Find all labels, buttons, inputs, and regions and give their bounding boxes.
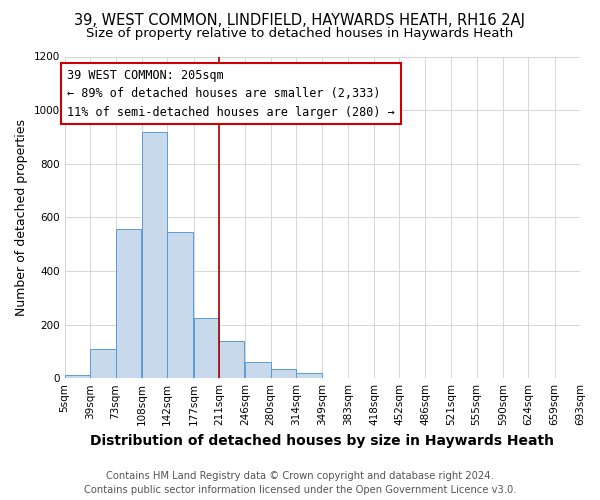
Bar [245, 362, 271, 378]
Text: 39, WEST COMMON, LINDFIELD, HAYWARDS HEATH, RH16 2AJ: 39, WEST COMMON, LINDFIELD, HAYWARDS HEA… [74, 12, 526, 28]
Bar [90, 348, 116, 378]
Bar [116, 230, 141, 378]
Y-axis label: Number of detached properties: Number of detached properties [15, 119, 28, 316]
Text: 39 WEST COMMON: 205sqm
← 89% of detached houses are smaller (2,333)
11% of semi-: 39 WEST COMMON: 205sqm ← 89% of detached… [67, 68, 395, 118]
Bar [271, 369, 296, 378]
Bar [193, 318, 219, 378]
Text: Contains HM Land Registry data © Crown copyright and database right 2024.
Contai: Contains HM Land Registry data © Crown c… [84, 471, 516, 495]
Bar [296, 373, 322, 378]
Bar [142, 132, 167, 378]
X-axis label: Distribution of detached houses by size in Haywards Heath: Distribution of detached houses by size … [91, 434, 554, 448]
Text: Size of property relative to detached houses in Haywards Heath: Size of property relative to detached ho… [86, 28, 514, 40]
Bar [65, 376, 90, 378]
Bar [167, 232, 193, 378]
Bar [219, 340, 244, 378]
